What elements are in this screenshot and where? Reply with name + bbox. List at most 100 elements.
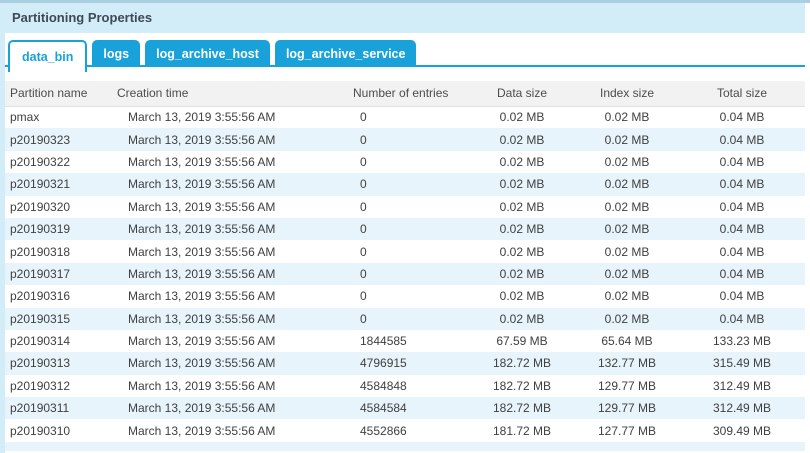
cell-name: p20190312 xyxy=(5,375,117,397)
table-header-row: Partition nameCreation timeNumber of ent… xyxy=(5,81,805,106)
cell-creation-time: March 13, 2019 3:55:56 AM xyxy=(117,352,351,374)
column-header-data-size: Data size xyxy=(469,81,575,106)
table-row: p20190322March 13, 2019 3:55:56 AM00.02 … xyxy=(5,151,805,173)
cell-name: p20190311 xyxy=(5,397,117,419)
cell-name: p20190322 xyxy=(5,151,117,173)
cell-index-size: 129.77 MB xyxy=(575,397,679,419)
cell-name: p20190313 xyxy=(5,352,117,374)
cell-index-size: 0.02 MB xyxy=(575,308,679,330)
cell-index-size: 129.77 MB xyxy=(575,375,679,397)
cell-creation-time: March 13, 2019 3:55:56 AM xyxy=(117,375,351,397)
cell-name: p20190317 xyxy=(5,263,117,285)
cell-name: pmax xyxy=(5,106,117,128)
cell-index-size: 0.02 MB xyxy=(575,128,679,150)
panel-title: Partitioning Properties xyxy=(5,3,805,33)
cell-data-size: 0.02 MB xyxy=(469,218,575,240)
column-header-index-size: Index size xyxy=(575,81,679,106)
cell-entries: 0 xyxy=(351,128,469,150)
tab-logs[interactable]: logs xyxy=(92,40,140,67)
cell-creation-time: March 13, 2019 3:55:56 AM xyxy=(117,218,351,240)
cell-creation-time: March 13, 2019 3:55:56 AM xyxy=(117,285,351,307)
cell-creation-time: March 13, 2019 3:55:56 AM xyxy=(117,397,351,419)
cell-data-size: 0.02 MB xyxy=(469,263,575,285)
cell-entries: 4584848 xyxy=(351,375,469,397)
column-header-number-of-entries: Number of entries xyxy=(351,81,469,106)
tab-data_bin[interactable]: data_bin xyxy=(8,40,87,72)
cell-entries: 1844585 xyxy=(351,330,469,352)
tab-bar: data_binlogslog_archive_hostlog_archive_… xyxy=(5,40,805,67)
cell-entries: 0 xyxy=(351,240,469,262)
table-row: p20190316March 13, 2019 3:55:56 AM0 0.02 … xyxy=(5,285,805,307)
partitions-table: Partition nameCreation timeNumber of ent… xyxy=(5,81,805,442)
cell-index-size: 0.02 MB xyxy=(575,173,679,195)
table-row: p20190311March 13, 2019 3:55:56 AM458458… xyxy=(5,397,805,419)
table-row: p20190318March 13, 2019 3:55:56 AM00.02 … xyxy=(5,240,805,262)
table-row: p20190320March 13, 2019 3:55:56 AM00.02 … xyxy=(5,196,805,218)
cell-creation-time: March 13, 2019 3:55:56 AM xyxy=(117,419,351,441)
table-row: p20190323March 13, 2019 3:55:56 AM00.02 … xyxy=(5,128,805,150)
cell-index-size: 0.02 MB xyxy=(575,106,679,128)
cell-creation-time: March 13, 2019 3:55:56 AM xyxy=(117,106,351,128)
cell-data-size: 181.72 MB xyxy=(469,419,575,441)
cell-data-size: 0.02 MB xyxy=(469,128,575,150)
titlebar-tabs-gap xyxy=(5,33,805,40)
column-header-partition-name: Partition name xyxy=(5,81,117,106)
table-row: pmaxMarch 13, 2019 3:55:56 AM00.02 MB0.0… xyxy=(5,106,805,128)
cell-creation-time: March 13, 2019 3:55:56 AM xyxy=(117,263,351,285)
table-row: p20190321March 13, 2019 3:55:56 AM00.02 … xyxy=(5,173,805,195)
cell-total-size: 0.04 MB xyxy=(679,196,805,218)
cell-entries: 0 xyxy=(351,106,469,128)
cell-total-size: 0.04 MB xyxy=(679,308,805,330)
cell-creation-time: March 13, 2019 3:55:56 AM xyxy=(117,308,351,330)
cell-name: p20190323 xyxy=(5,128,117,150)
table-row: p20190319March 13, 2019 3:55:56 AM00.02 … xyxy=(5,218,805,240)
cell-data-size: 0.02 MB xyxy=(469,173,575,195)
cell-index-size: 0.02 MB xyxy=(575,263,679,285)
cell-index-size: 127.77 MB xyxy=(575,419,679,441)
cell-creation-time: March 13, 2019 3:55:56 AM xyxy=(117,330,351,352)
cell-index-size: 0.02 MB xyxy=(575,285,679,307)
cell-name: p20190310 xyxy=(5,419,117,441)
cell-index-size: 0.02 MB xyxy=(575,196,679,218)
cell-entries: 0 xyxy=(351,308,469,330)
table-row: p20190314March 13, 2019 3:55:56 AM184458… xyxy=(5,330,805,352)
table-row: p20190315March 13, 2019 3:55:56 AM00.02 … xyxy=(5,308,805,330)
cell-total-size: 0.04 MB xyxy=(679,128,805,150)
cell-entries: 0 xyxy=(351,285,469,307)
cell-index-size: 0.02 MB xyxy=(575,240,679,262)
partial-next-row xyxy=(5,442,805,451)
cell-total-size: 312.49 MB xyxy=(679,397,805,419)
cell-creation-time: March 13, 2019 3:55:56 AM xyxy=(117,128,351,150)
column-header-total-size: Total size xyxy=(679,81,805,106)
cell-index-size: 65.64 MB xyxy=(575,330,679,352)
cell-total-size: 0.04 MB xyxy=(679,263,805,285)
cell-entries: 4584584 xyxy=(351,397,469,419)
cell-total-size: 0.04 MB xyxy=(679,285,805,307)
cell-data-size: 0.02 MB xyxy=(469,308,575,330)
table-row: p20190312March 13, 2019 3:55:56 AM458484… xyxy=(5,375,805,397)
cell-entries: 4796915 xyxy=(351,352,469,374)
cell-entries: 0 xyxy=(351,151,469,173)
cell-name: p20190316 xyxy=(5,285,117,307)
cell-index-size: 132.77 MB xyxy=(575,352,679,374)
cell-total-size: 0.04 MB xyxy=(679,218,805,240)
cell-name: p20190314 xyxy=(5,330,117,352)
cell-creation-time: March 13, 2019 3:55:56 AM xyxy=(117,173,351,195)
cell-total-size: 133.23 MB xyxy=(679,330,805,352)
cell-data-size: 0.02 MB xyxy=(469,106,575,128)
cell-data-size: 182.72 MB xyxy=(469,352,575,374)
cell-name: p20190320 xyxy=(5,196,117,218)
cell-data-size: 0.02 MB xyxy=(469,240,575,262)
cell-data-size: 67.59 MB xyxy=(469,330,575,352)
cell-data-size: 0.02 MB xyxy=(469,151,575,173)
column-header-creation-time: Creation time xyxy=(117,81,351,106)
tab-log_archive_service[interactable]: log_archive_service xyxy=(275,40,417,67)
cell-entries: 0 xyxy=(351,196,469,218)
tab-log_archive_host[interactable]: log_archive_host xyxy=(145,40,270,67)
cell-creation-time: March 13, 2019 3:55:56 AM xyxy=(117,240,351,262)
cell-entries: 4552866 xyxy=(351,419,469,441)
cell-total-size: 309.49 MB xyxy=(679,419,805,441)
tabs-table-gap xyxy=(5,67,805,81)
cell-name: p20190319 xyxy=(5,218,117,240)
cell-entries: 0 xyxy=(351,173,469,195)
